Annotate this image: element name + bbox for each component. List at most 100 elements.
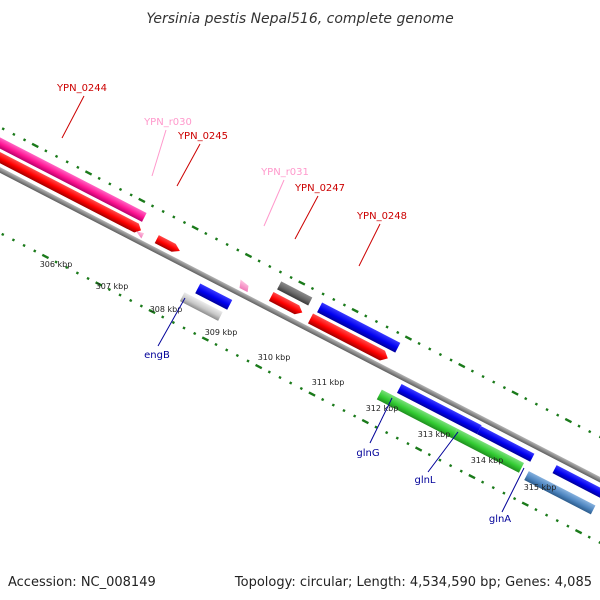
minor-tick [118, 187, 123, 192]
label-ypn-0248[interactable]: YPN_0248 [356, 211, 407, 222]
major-tick [41, 253, 50, 260]
label-engb[interactable]: engB [144, 350, 170, 361]
minor-tick [470, 369, 475, 373]
minor-tick [246, 359, 250, 363]
minor-tick [76, 165, 80, 170]
leader-ypn-0245 [176, 143, 201, 187]
feature-engb-partner[interactable] [195, 283, 233, 310]
leader-ypn-r031 [263, 179, 285, 227]
feature-ypn-0245[interactable] [154, 235, 182, 255]
label-ypn-0244[interactable]: YPN_0244 [56, 83, 107, 94]
minor-tick [289, 275, 293, 280]
leader-ypn-0248 [358, 223, 381, 267]
minor-tick [75, 271, 80, 275]
minor-tick [161, 315, 165, 319]
minor-tick [310, 286, 315, 291]
minor-tick [491, 485, 495, 490]
feature-ypn-0248-top[interactable] [317, 302, 401, 353]
minor-tick [97, 176, 101, 181]
label-glna[interactable]: glnA [489, 514, 511, 525]
genome-backbone [0, 149, 600, 503]
major-tick [201, 336, 210, 342]
minor-tick [428, 347, 432, 351]
major-tick [351, 307, 359, 314]
feature-ypn-0246[interactable] [277, 281, 313, 306]
major-tick [404, 335, 413, 341]
feature-ypn-0248[interactable] [307, 313, 390, 364]
minor-tick [108, 182, 112, 186]
label-ypn-0247[interactable]: YPN_0247 [294, 183, 345, 194]
leader-glng [369, 397, 393, 444]
minor-tick [406, 441, 410, 446]
kbp-label-313: 313 kbp [418, 430, 451, 439]
major-tick [361, 418, 369, 425]
minor-tick [502, 491, 506, 495]
minor-tick [129, 193, 133, 197]
leader-engb [157, 297, 186, 347]
minor-tick [182, 220, 187, 225]
feature-glna-partner[interactable] [552, 465, 600, 506]
minor-tick [588, 429, 592, 434]
outer-tick-row [1, 127, 600, 439]
label-ypn-r030[interactable]: YPN_r030 [143, 117, 192, 128]
minor-tick [225, 242, 229, 247]
feature-glna[interactable] [524, 471, 596, 515]
minor-tick [86, 276, 90, 281]
minor-tick [268, 264, 272, 269]
minor-tick [118, 293, 122, 297]
label-ypn-r031[interactable]: YPN_r031 [260, 167, 309, 178]
major-tick [458, 362, 466, 369]
kbp-label-307: 307 kbp [96, 282, 129, 291]
feature-ypn-r030[interactable] [134, 229, 145, 239]
minor-tick [44, 149, 48, 153]
minor-tick [353, 414, 357, 418]
major-tick [308, 391, 316, 397]
label-glnl[interactable]: glnL [414, 475, 435, 486]
minor-tick [545, 407, 549, 412]
minor-tick [448, 463, 453, 468]
minor-tick [417, 341, 421, 346]
major-tick [244, 252, 253, 259]
minor-tick [524, 396, 528, 401]
minor-tick [278, 270, 283, 274]
feature-glng-partner[interactable] [396, 384, 482, 435]
minor-tick [214, 342, 218, 347]
kbp-label-312: 312 kbp [366, 404, 399, 413]
label-ypn-0245[interactable]: YPN_0245 [177, 131, 228, 142]
minor-tick [555, 519, 559, 523]
feature-glnl[interactable] [452, 428, 524, 473]
major-tick [521, 501, 529, 507]
feature-ypn-0244[interactable] [0, 125, 147, 222]
feature-ypn-0245-upstream[interactable] [0, 137, 143, 234]
minor-tick [33, 249, 37, 253]
feature-engb[interactable] [179, 292, 223, 321]
minor-tick [289, 381, 293, 385]
minor-tick [396, 330, 400, 335]
major-tick [255, 363, 263, 370]
minor-tick [54, 260, 58, 264]
minor-tick [22, 243, 26, 248]
minor-tick [172, 215, 176, 219]
minor-tick [512, 497, 517, 501]
major-tick [574, 528, 583, 535]
minor-tick [278, 375, 282, 380]
feature-glnl-partner[interactable] [476, 426, 535, 462]
map-track [0, 125, 600, 545]
minor-tick [235, 353, 239, 358]
major-tick [298, 280, 306, 286]
minor-tick [54, 154, 59, 159]
minor-tick [534, 402, 538, 406]
minor-tick [22, 138, 27, 142]
leader-ypn-0247 [294, 195, 319, 240]
label-glng[interactable]: glnG [356, 448, 379, 459]
major-tick [31, 142, 39, 149]
minor-tick [438, 352, 443, 357]
minor-tick [1, 127, 5, 131]
minor-tick [267, 370, 271, 374]
minor-tick [342, 408, 346, 413]
feature-ypn-r031[interactable] [237, 279, 251, 293]
minor-tick [182, 326, 186, 330]
feature-ypn-0247[interactable] [268, 292, 305, 317]
feature-glng[interactable] [376, 389, 458, 439]
